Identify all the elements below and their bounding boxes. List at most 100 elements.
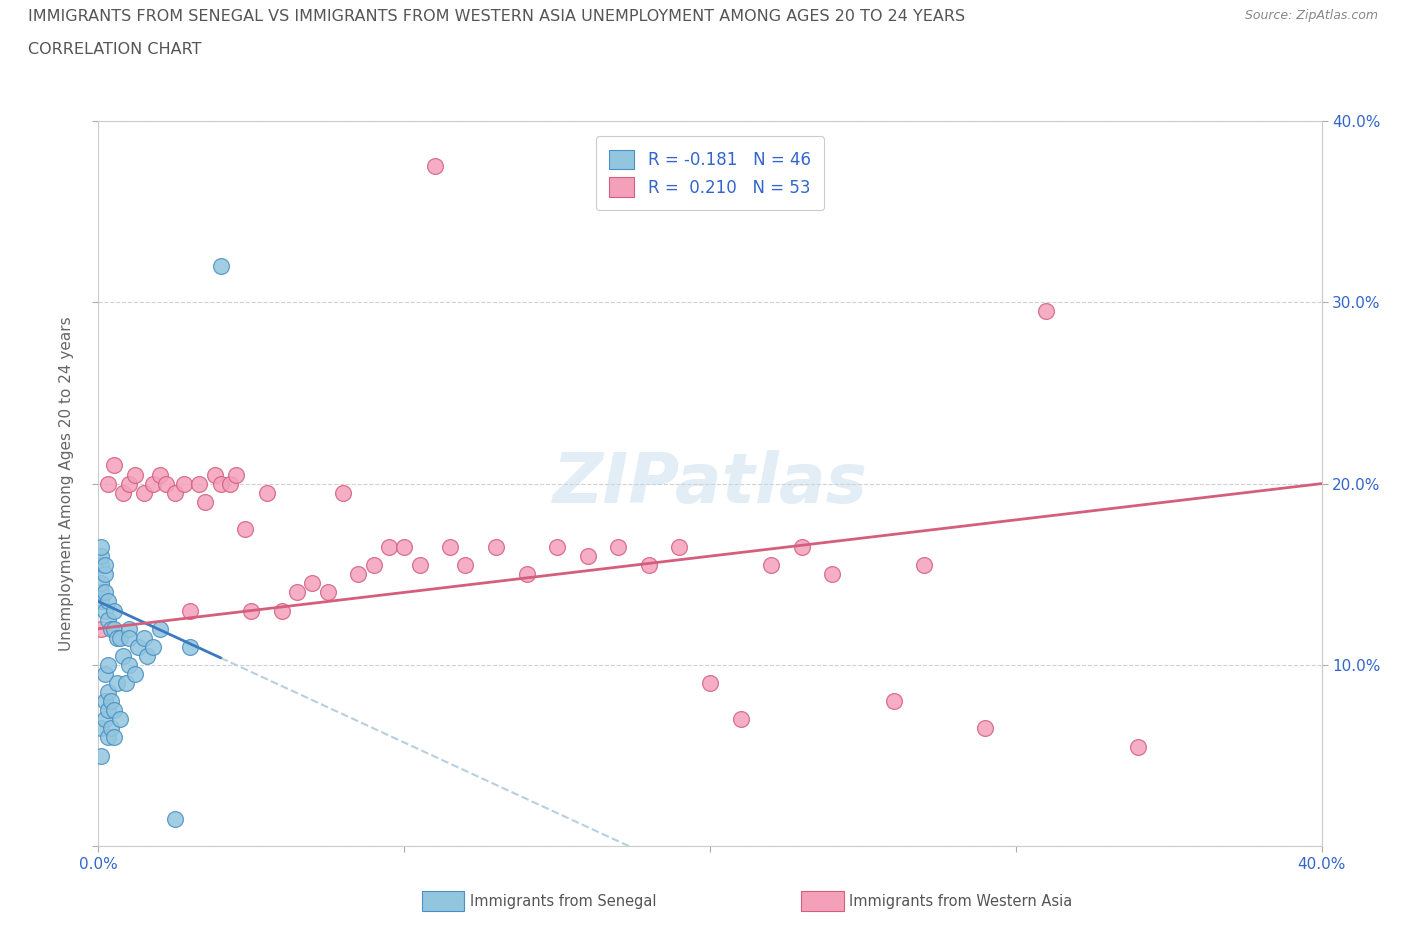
Point — [285, 585, 308, 600]
Point — [423, 159, 446, 174]
Point — [103, 458, 125, 473]
Point — [93, 604, 115, 618]
Point — [134, 485, 156, 500]
Point — [163, 812, 186, 827]
Point — [332, 485, 354, 500]
Point — [124, 467, 146, 482]
Point — [142, 476, 165, 491]
Point — [100, 621, 122, 636]
Point — [347, 567, 370, 582]
Point — [730, 712, 752, 727]
Point — [188, 476, 211, 491]
Point — [209, 476, 232, 491]
Point — [408, 558, 430, 573]
Point — [93, 585, 115, 600]
Point — [118, 476, 141, 491]
Point — [637, 558, 661, 573]
Point — [454, 558, 477, 573]
Y-axis label: Unemployment Among Ages 20 to 24 years: Unemployment Among Ages 20 to 24 years — [59, 316, 75, 651]
Point — [97, 658, 120, 672]
Point — [93, 558, 115, 573]
Point — [378, 539, 401, 554]
Point — [115, 675, 138, 690]
Point — [90, 576, 112, 591]
Point — [668, 539, 690, 554]
Point — [97, 594, 120, 609]
Point — [124, 667, 146, 682]
Point — [136, 648, 159, 663]
Point — [363, 558, 385, 573]
Point — [108, 631, 131, 645]
Point — [90, 585, 112, 600]
Text: Immigrants from Senegal: Immigrants from Senegal — [470, 894, 657, 909]
Point — [118, 621, 141, 636]
Point — [225, 467, 247, 482]
Point — [111, 648, 134, 663]
Text: Immigrants from Western Asia: Immigrants from Western Asia — [849, 894, 1073, 909]
Point — [103, 703, 125, 718]
Point — [103, 621, 125, 636]
Point — [790, 539, 813, 554]
Point — [233, 522, 256, 537]
Point — [93, 694, 115, 709]
Point — [516, 567, 538, 582]
Point — [149, 621, 172, 636]
Point — [576, 549, 599, 564]
Point — [134, 631, 156, 645]
Point — [219, 476, 242, 491]
Point — [103, 730, 125, 745]
Point — [108, 712, 131, 727]
Point — [90, 721, 112, 736]
Point — [90, 539, 112, 554]
Point — [1035, 304, 1057, 319]
Point — [204, 467, 226, 482]
Point — [97, 612, 120, 627]
Point — [301, 576, 323, 591]
Point — [485, 539, 508, 554]
Point — [93, 567, 115, 582]
Point — [97, 684, 120, 699]
Point — [179, 640, 201, 655]
Point — [240, 604, 263, 618]
Point — [155, 476, 177, 491]
Point — [100, 721, 122, 736]
Point — [256, 485, 278, 500]
Point — [392, 539, 416, 554]
Point — [546, 539, 568, 554]
Point — [127, 640, 149, 655]
Point — [607, 539, 630, 554]
Text: Source: ZipAtlas.com: Source: ZipAtlas.com — [1244, 9, 1378, 22]
Point — [111, 485, 134, 500]
Point — [90, 748, 112, 763]
Point — [194, 495, 217, 510]
Point — [912, 558, 935, 573]
Text: ZIPatlas: ZIPatlas — [553, 450, 868, 517]
Point — [149, 467, 172, 482]
Point — [179, 604, 201, 618]
Point — [142, 640, 165, 655]
Point — [97, 476, 120, 491]
Point — [439, 539, 461, 554]
Point — [90, 549, 112, 564]
Point — [209, 259, 232, 273]
Point — [97, 730, 120, 745]
Point — [118, 631, 141, 645]
Point — [163, 485, 186, 500]
Point — [883, 694, 905, 709]
Point — [90, 594, 112, 609]
Point — [93, 712, 115, 727]
Point — [103, 604, 125, 618]
Point — [316, 585, 339, 600]
Point — [759, 558, 782, 573]
Text: IMMIGRANTS FROM SENEGAL VS IMMIGRANTS FROM WESTERN ASIA UNEMPLOYMENT AMONG AGES : IMMIGRANTS FROM SENEGAL VS IMMIGRANTS FR… — [28, 9, 966, 24]
Point — [105, 631, 128, 645]
Point — [821, 567, 844, 582]
Point — [173, 476, 195, 491]
Point — [118, 658, 141, 672]
Text: CORRELATION CHART: CORRELATION CHART — [28, 42, 201, 57]
Point — [974, 721, 997, 736]
Point — [1128, 739, 1150, 754]
Point — [699, 675, 721, 690]
Point — [100, 694, 122, 709]
Legend: R = -0.181   N = 46, R =  0.210   N = 53: R = -0.181 N = 46, R = 0.210 N = 53 — [596, 137, 824, 210]
